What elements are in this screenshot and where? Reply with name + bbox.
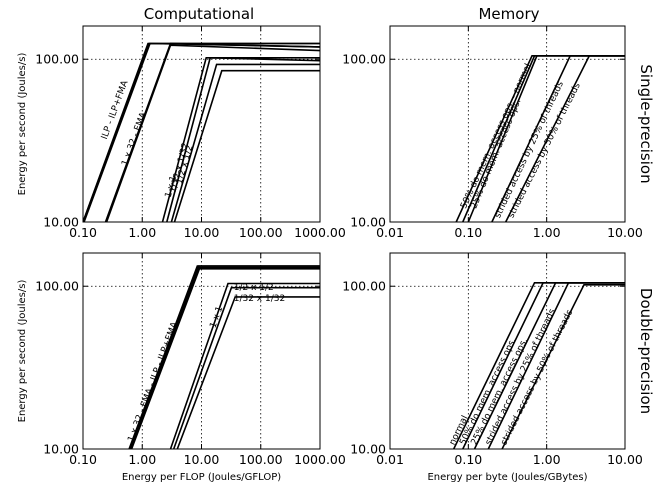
x-tick-label: 1.00 [533,225,561,240]
x-tick-label: 10.00 [184,452,220,467]
series-line-4 [504,54,625,222]
x-tick-label: 10.00 [607,225,643,240]
x-axis-label: Energy per byte (Joules/GBytes) [427,472,587,483]
y-tick-label: 100.00 [35,52,79,67]
series-line-3 [130,267,320,449]
axes-frame [389,25,626,223]
x-tick-label: 0.01 [376,452,404,467]
series-label-5: 1/2 x 1/2 [234,283,274,293]
x-tick-label: 0.10 [69,225,97,240]
series-group [83,42,320,222]
y-tick-label: 10.00 [43,442,79,457]
series-line-4 [169,282,320,449]
series-line-7 [170,63,320,222]
series-line-5 [172,286,320,449]
x-tick-label: 0.10 [454,452,482,467]
x-axis-label: Energy per FLOP (Joules/GFLOP) [122,472,281,483]
series-line-4 [501,283,625,449]
y-tick-label: 10.00 [350,215,386,230]
column-title-memory: Memory [478,5,539,23]
x-tick-label: 1000.00 [294,452,346,467]
series-label-2: 25% do mem. access ops. [469,98,523,211]
series-line-3 [104,42,320,222]
y-axis-label: Energy per second (Joules/s) [17,280,28,423]
x-tick-label: 1000.00 [294,225,346,240]
x-tick-label: 10.00 [184,225,220,240]
x-tick-label: 100.00 [239,452,283,467]
x-tick-label: 0.10 [454,225,482,240]
x-tick-label: 1.00 [533,452,561,467]
x-tick-label: 10.00 [607,452,643,467]
series-label-3: strided access by 25% of threads [493,80,566,220]
y-tick-label: 100.00 [35,279,79,294]
series-label-4: 1 x 1 [209,305,226,330]
x-tick-label: 0.01 [376,225,404,240]
row-title-double-precision: Double-precision [637,288,655,414]
series-line-8 [173,69,320,222]
column-title-computational: Computational [144,5,254,23]
series-label-0: 1 x 32 - FMA - ILP - ILP+FMA [126,320,180,443]
y-tick-label: 100.00 [342,279,386,294]
x-tick-label: 1.00 [128,452,156,467]
x-tick-label: 1.00 [128,225,156,240]
y-tick-label: 10.00 [43,215,79,230]
y-tick-label: 10.00 [350,442,386,457]
series-group [128,265,320,449]
series-group [455,54,625,222]
series-line-1 [83,42,320,222]
series-line-2 [130,266,320,449]
y-tick-label: 100.00 [342,52,386,67]
series-line-3 [487,281,625,449]
x-tick-label: 100.00 [239,225,283,240]
series-group [452,281,625,449]
series-label-6: 1/32 x 1/32 [234,294,285,304]
series-line-4 [105,44,320,222]
axes-frame [389,252,626,450]
series-line-5 [161,56,320,222]
panel-comp-double: 1 x 32 - FMA - ILP - ILP+FMA 1 x 1 1/2 x 1… [17,252,346,483]
series-label-3: 1 x 32 - FMA [120,110,149,167]
row-title-single-precision: Single-precision [637,64,655,183]
x-tick-label: 0.10 [69,452,97,467]
series-line-6 [166,56,320,222]
series-line-6 [176,296,320,449]
series-line-1 [129,265,320,449]
y-axis-label: Energy per second (Joules/s) [17,53,28,196]
